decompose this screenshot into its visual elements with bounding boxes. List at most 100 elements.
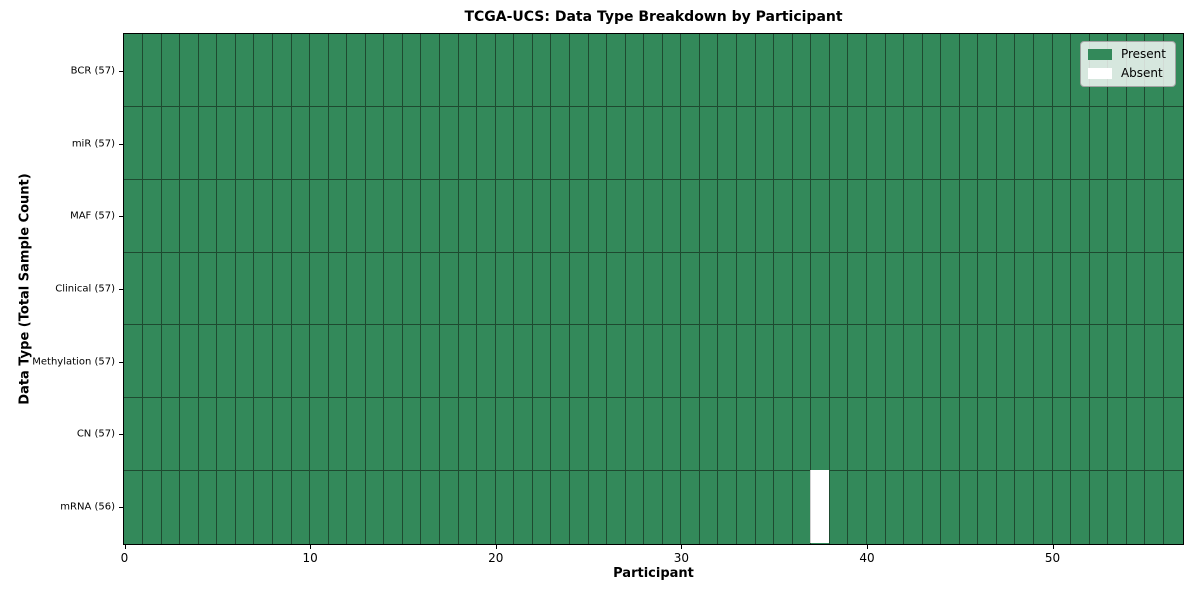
grid-line bbox=[513, 34, 515, 544]
grid-line bbox=[216, 34, 218, 544]
grid-line bbox=[327, 34, 329, 544]
grid-line bbox=[1162, 34, 1164, 544]
y-tick-mark bbox=[118, 361, 123, 363]
y-tick-label: CN (57) bbox=[76, 428, 115, 440]
y-tick-label: miR (57) bbox=[71, 138, 115, 150]
y-tick-label: Methylation (57) bbox=[32, 356, 115, 368]
grid-line bbox=[290, 34, 292, 544]
grid-line bbox=[847, 34, 849, 544]
x-tick-label: 30 bbox=[673, 551, 689, 565]
grid-line bbox=[754, 34, 756, 544]
grid-line bbox=[550, 34, 552, 544]
grid-line bbox=[142, 34, 144, 544]
y-axis-label: Data Type (Total Sample Count) bbox=[17, 173, 33, 405]
x-tick-label: 40 bbox=[859, 551, 875, 565]
x-tick-mark bbox=[866, 545, 868, 549]
grid-line bbox=[439, 34, 441, 544]
grid-line bbox=[197, 34, 199, 544]
grid-line bbox=[1014, 34, 1016, 544]
grid-line bbox=[568, 34, 570, 544]
x-tick-mark bbox=[681, 545, 683, 549]
x-tick-mark bbox=[1052, 545, 1054, 549]
grid-line bbox=[903, 34, 905, 544]
legend: Present Absent bbox=[1079, 41, 1176, 87]
grid-line bbox=[271, 34, 273, 544]
x-tick-label: 20 bbox=[488, 551, 504, 565]
x-tick-mark bbox=[310, 545, 312, 549]
grid-line bbox=[773, 34, 775, 544]
grid-line bbox=[1125, 34, 1127, 544]
grid-line bbox=[160, 34, 162, 544]
grid-line bbox=[124, 469, 1183, 471]
y-tick-mark bbox=[118, 143, 123, 145]
grid-line bbox=[1107, 34, 1109, 544]
grid-line bbox=[383, 34, 385, 544]
grid-line bbox=[940, 34, 942, 544]
plot-area: Present Absent bbox=[123, 33, 1184, 545]
x-tick-mark bbox=[124, 545, 126, 549]
absent-swatch bbox=[1087, 68, 1112, 79]
y-tick-mark bbox=[118, 70, 123, 72]
grid-line bbox=[1144, 34, 1146, 544]
grid-line bbox=[1070, 34, 1072, 544]
grid-line bbox=[884, 34, 886, 544]
x-axis-label: Participant bbox=[613, 566, 694, 581]
legend-label: Absent bbox=[1120, 66, 1163, 80]
y-tick-label: mRNA (56) bbox=[60, 501, 115, 513]
grid-line bbox=[457, 34, 459, 544]
grid-line bbox=[958, 34, 960, 544]
grid-line bbox=[234, 34, 236, 544]
present-swatch bbox=[1087, 49, 1112, 60]
grid-line bbox=[1033, 34, 1034, 544]
y-tick-mark bbox=[118, 216, 123, 218]
grid-line bbox=[124, 178, 1183, 180]
x-tick-label: 50 bbox=[1044, 551, 1061, 565]
x-tick-label: 10 bbox=[302, 551, 318, 565]
grid-line bbox=[179, 34, 181, 544]
grid-line bbox=[865, 34, 867, 544]
y-tick-label: Clinical (57) bbox=[55, 283, 115, 295]
grid-line bbox=[124, 397, 1183, 399]
x-tick-label: 0 bbox=[120, 551, 129, 565]
grid-line bbox=[1088, 34, 1090, 544]
grid-line bbox=[736, 34, 738, 544]
legend-item-present: Present bbox=[1087, 47, 1166, 61]
y-tick-mark bbox=[118, 507, 123, 509]
grid-line bbox=[346, 34, 348, 544]
grid-line bbox=[977, 34, 979, 544]
grid-line bbox=[606, 34, 608, 544]
y-tick-mark bbox=[118, 289, 123, 290]
grid-line bbox=[476, 34, 478, 544]
grid-line bbox=[531, 34, 533, 544]
grid-line bbox=[124, 251, 1183, 253]
grid-line bbox=[124, 324, 1183, 326]
grid-line bbox=[921, 34, 923, 544]
grid-line bbox=[420, 34, 422, 544]
legend-item-absent: Absent bbox=[1087, 66, 1166, 80]
grid-line bbox=[643, 34, 645, 544]
grid-line bbox=[401, 34, 403, 544]
legend-label: Present bbox=[1120, 47, 1166, 61]
grid-line bbox=[124, 106, 1183, 108]
grid-line bbox=[494, 34, 496, 544]
y-tick-label: BCR (57) bbox=[70, 65, 115, 77]
grid-line bbox=[364, 34, 366, 544]
grid-line bbox=[253, 34, 255, 544]
grid-line bbox=[698, 34, 700, 544]
grid-line bbox=[624, 34, 626, 544]
grid-line bbox=[661, 34, 663, 544]
grid-line bbox=[717, 34, 719, 544]
grid-line bbox=[680, 34, 682, 544]
chart-title: TCGA-UCS: Data Type Breakdown by Partici… bbox=[464, 9, 843, 25]
grid-line bbox=[309, 34, 311, 544]
x-tick-mark bbox=[495, 545, 497, 549]
grid-line bbox=[791, 34, 793, 544]
absent-cell bbox=[810, 469, 829, 544]
grid-line bbox=[828, 34, 830, 544]
y-tick-label: MAF (57) bbox=[70, 210, 115, 222]
grid-line bbox=[995, 34, 997, 544]
grid-line bbox=[1051, 34, 1053, 544]
heatmap-grid bbox=[124, 34, 1183, 544]
y-tick-mark bbox=[118, 434, 123, 436]
